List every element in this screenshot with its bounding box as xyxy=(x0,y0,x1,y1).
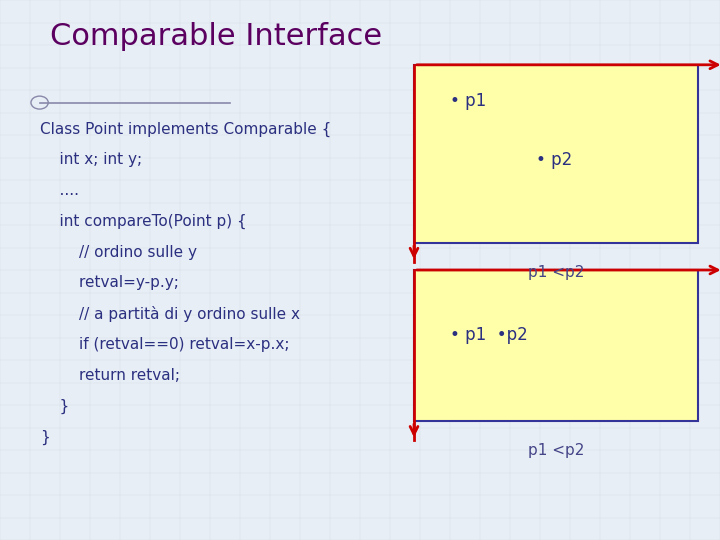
Text: retval=y-p.y;: retval=y-p.y; xyxy=(40,275,179,291)
Text: // a partità di y ordino sulle x: // a partità di y ordino sulle x xyxy=(40,306,300,322)
Text: p1 <p2: p1 <p2 xyxy=(528,265,585,280)
Bar xyxy=(414,65,698,243)
Text: p1 <p2: p1 <p2 xyxy=(528,443,585,458)
Text: }: } xyxy=(40,399,69,414)
Text: • p2: • p2 xyxy=(536,151,572,169)
Text: • p1  •p2: • p1 •p2 xyxy=(450,326,528,344)
Text: // ordino sulle y: // ordino sulle y xyxy=(40,245,197,260)
Bar xyxy=(414,270,698,421)
Text: • p1: • p1 xyxy=(450,92,486,110)
Text: int x; int y;: int x; int y; xyxy=(40,152,142,167)
Text: int compareTo(Point p) {: int compareTo(Point p) { xyxy=(40,214,246,229)
Text: Comparable Interface: Comparable Interface xyxy=(50,22,382,51)
Text: }: } xyxy=(40,429,50,444)
Text: if (retval==0) retval=x-p.x;: if (retval==0) retval=x-p.x; xyxy=(40,337,289,352)
Text: ....: .... xyxy=(40,183,78,198)
Text: return retval;: return retval; xyxy=(40,368,179,383)
Text: Class Point implements Comparable {: Class Point implements Comparable { xyxy=(40,122,331,137)
